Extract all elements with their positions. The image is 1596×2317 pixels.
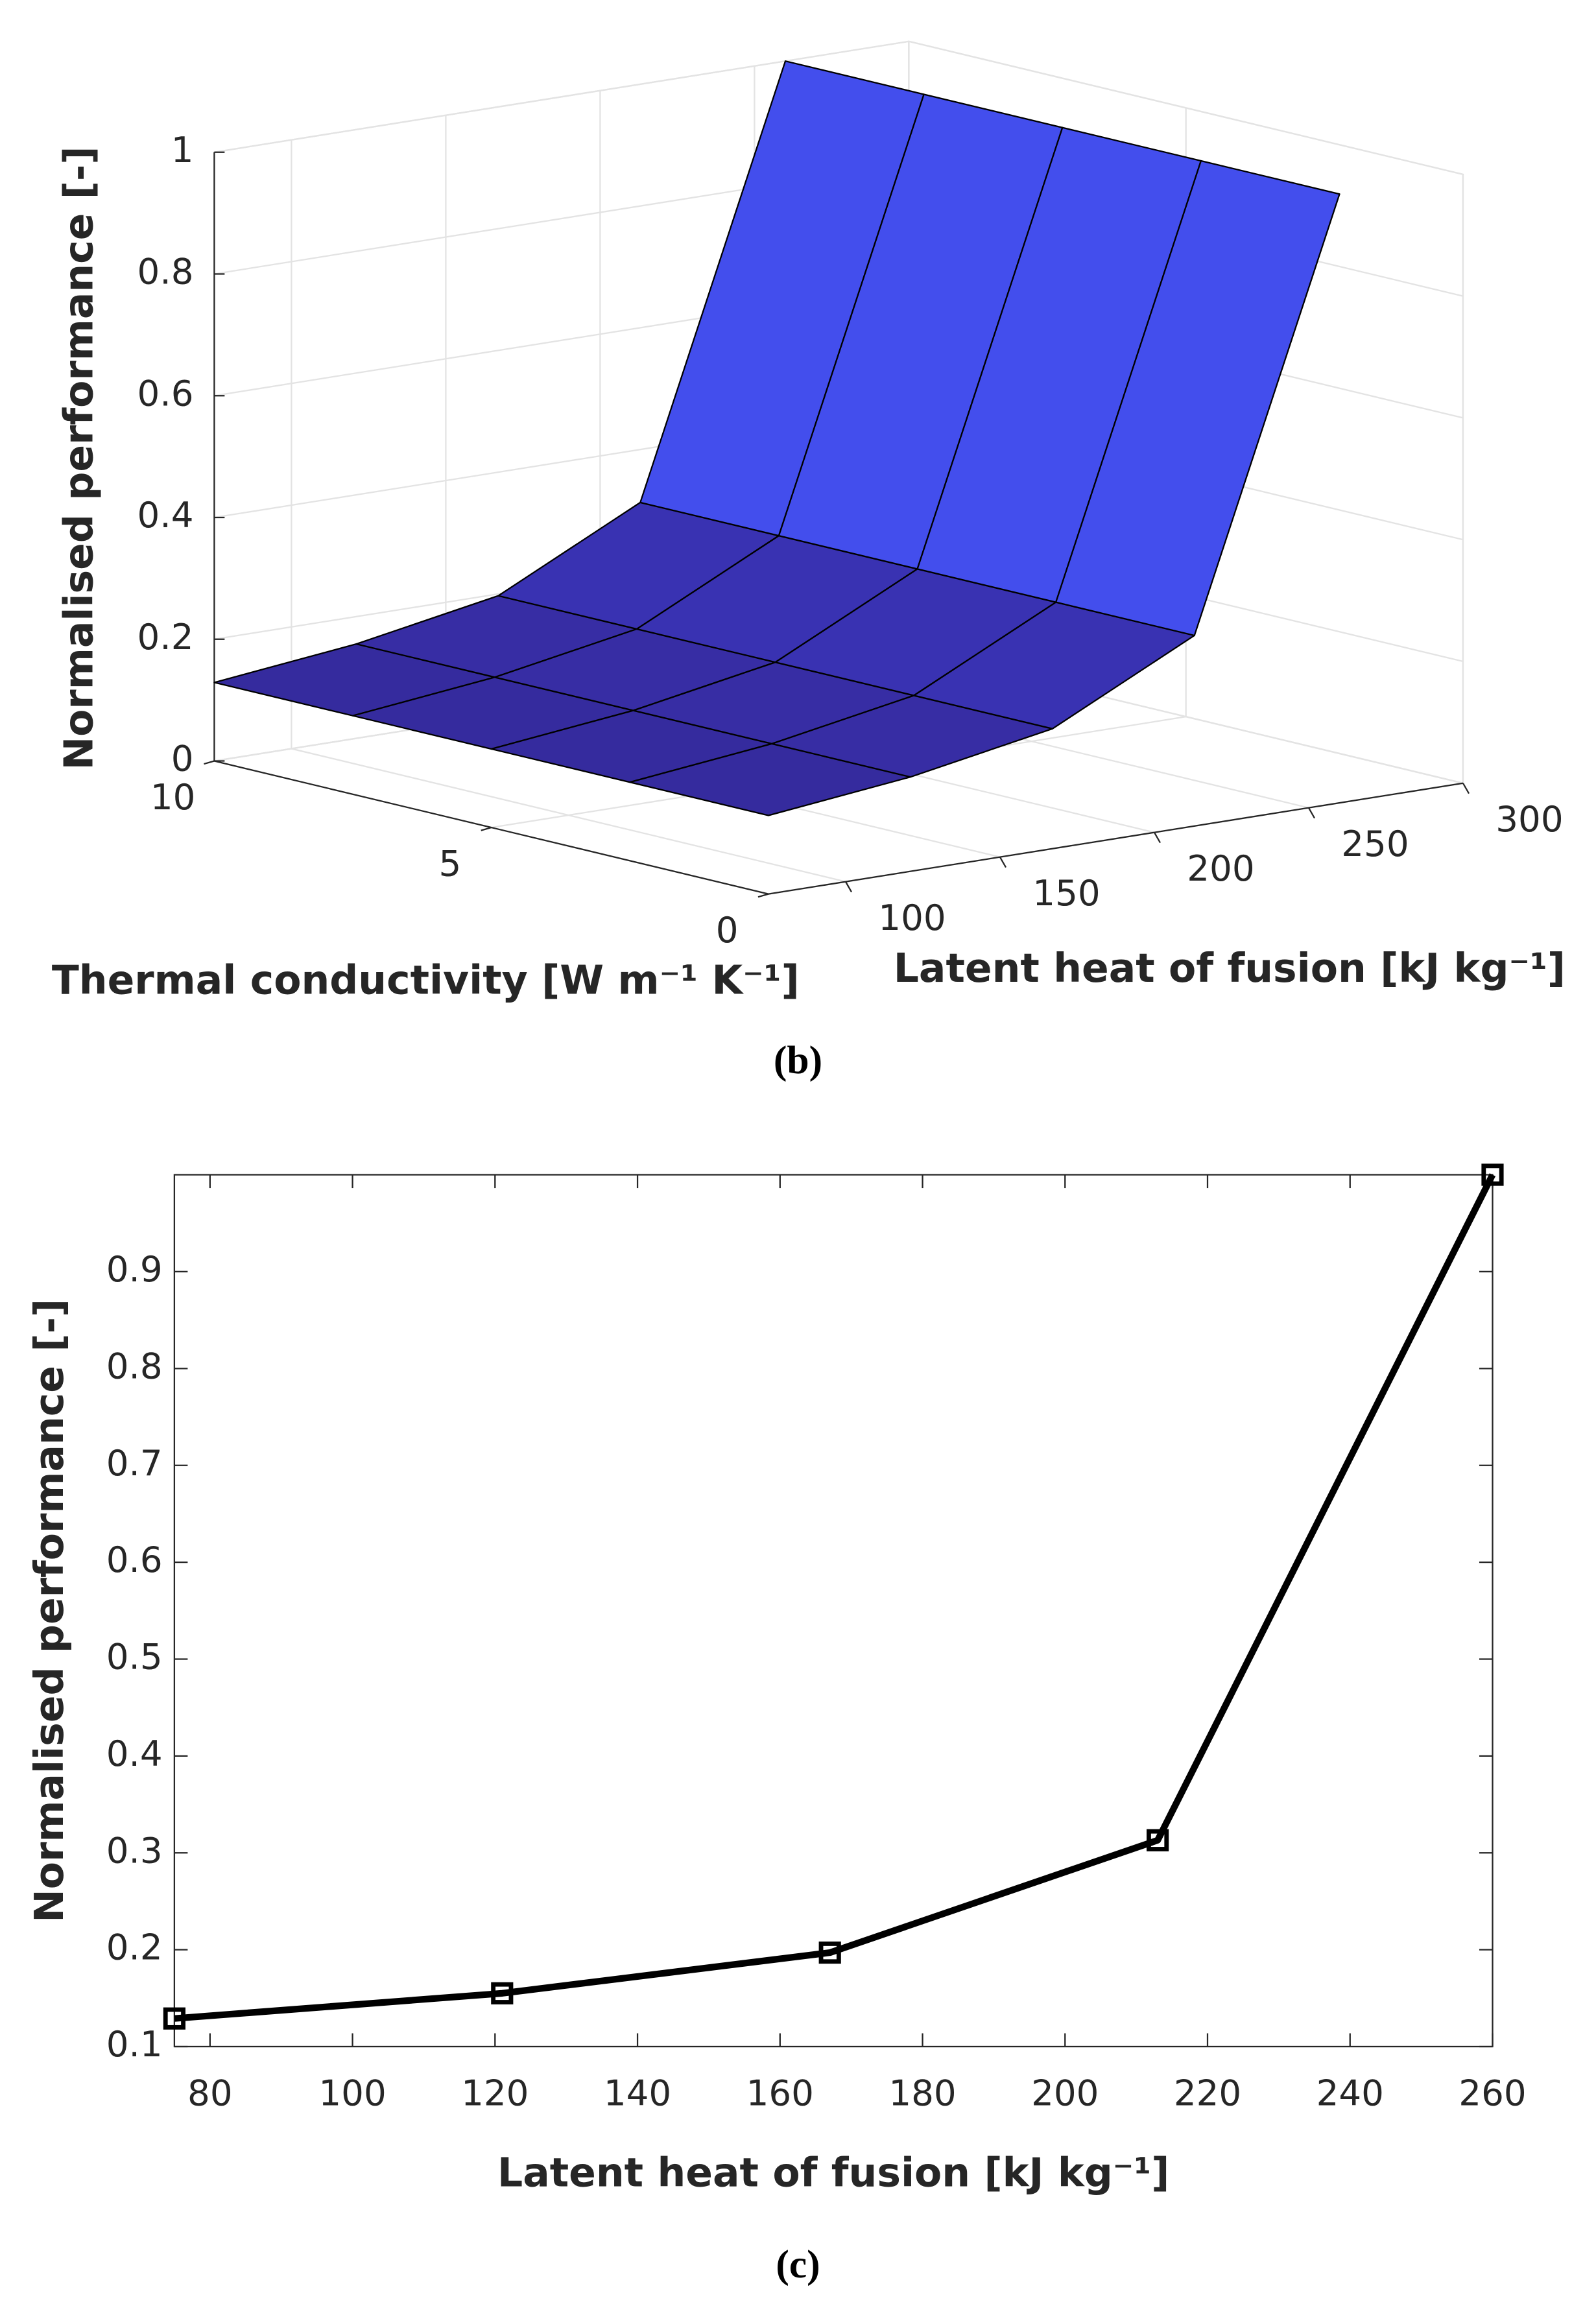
y-axis-label: Normalised performance [-] [26,1299,73,1923]
y-tick-label: 0.1 [106,2023,163,2065]
y-tick-label: 0.7 [106,1442,163,1484]
x-axis-label: Latent heat of fusion [kJ kg⁻¹] [497,2149,1169,2196]
x-axis-label: Latent heat of fusion [kJ kg⁻¹] [894,945,1566,992]
x-tick-label: 220 [1174,2072,1241,2113]
caption: (b) [774,1038,822,1082]
x-tick-label: 200 [1031,2072,1099,2113]
marker [491,1982,514,2004]
y-tick-label: 0.4 [106,1733,163,1774]
z-tick-label: 0.2 [137,616,194,658]
marker [1481,1163,1504,1186]
z-tick-label: 1 [171,129,194,171]
x-tick-label: 260 [1459,2072,1526,2113]
y-tick-label: 0.3 [106,1829,163,1871]
axis-line [768,782,1464,895]
caption: (c) [776,2242,820,2287]
x-tick-label: 80 [187,2072,233,2113]
marker [818,1942,841,1964]
y-tick-label: 10 [150,776,196,818]
y-axis-label: Thermal conductivity [W m⁻¹ K⁻¹] [52,957,800,1003]
plot-area [173,1174,1494,2048]
line [174,1173,1496,2022]
x-tick-label: 250 [1341,823,1409,864]
y-tick-label: 0.8 [106,1345,163,1386]
z-tick-label: 0 [171,738,194,779]
z-tick-label: 0.8 [137,251,194,292]
marker [163,2007,185,2030]
x-tick-label: 240 [1316,2072,1384,2113]
y-tick-label: 0.2 [106,1927,163,1968]
x-tick-label: 100 [878,897,946,938]
y-tick-label: 0.5 [106,1636,163,1678]
z-axis-label: Normalised performance [-] [55,146,102,770]
y-tick-label: 0.6 [106,1539,163,1580]
x-tick-label: 120 [461,2072,529,2113]
x-tick-label: 160 [746,2072,814,2113]
tick-mark [481,826,492,831]
marker [1147,1829,1169,1851]
x-tick-label: 140 [604,2072,671,2113]
tick-mark [1307,807,1316,819]
z-tick-label: 0.4 [137,494,194,536]
x-tick-label: 100 [318,2072,386,2113]
y-tick-label: 0 [716,909,739,951]
y-tick-label: 5 [438,842,461,884]
x-tick-label: 300 [1495,798,1563,840]
surface-face [1055,160,1340,637]
x-tick-label: 180 [888,2072,956,2113]
tick-mark [1462,783,1470,794]
tick-mark [757,893,769,898]
tick-mark [1153,832,1161,844]
z-tick-label: 0.6 [137,372,194,414]
tick-mark [999,857,1007,868]
tick-mark [204,760,215,765]
x-tick-label: 200 [1187,848,1254,889]
y-tick-label: 0.9 [106,1248,163,1290]
x-tick-label: 150 [1032,872,1100,914]
tick-mark [844,881,853,893]
